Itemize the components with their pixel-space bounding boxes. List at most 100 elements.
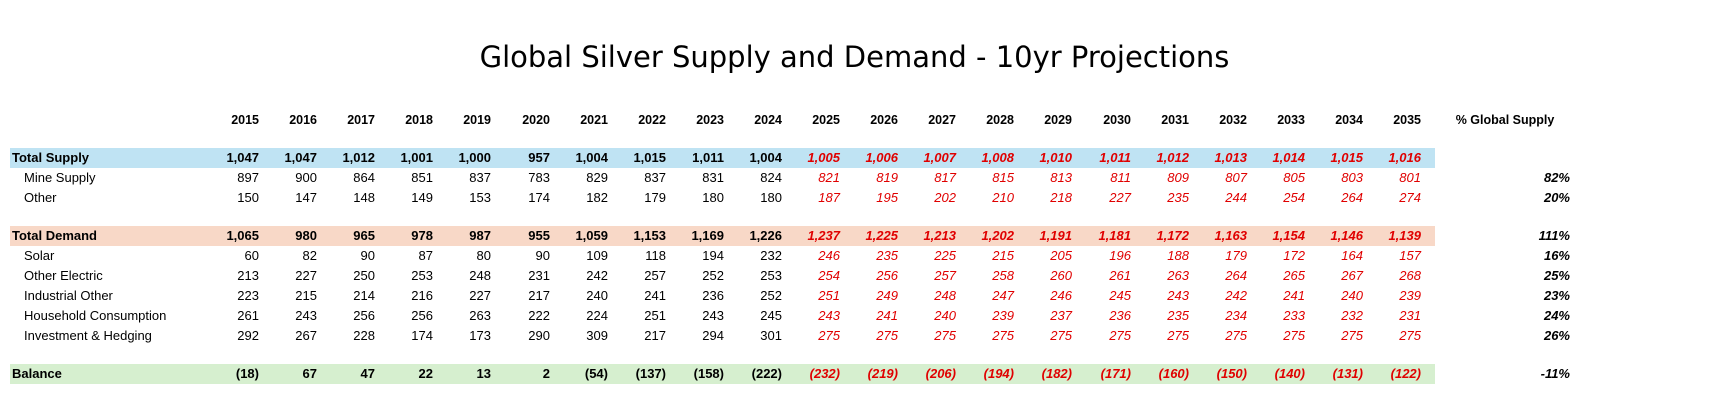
projected-value-cell: 227 [1109, 190, 1131, 205]
projected-value-cell: (160) [1158, 366, 1189, 381]
value-cell: 290 [528, 328, 550, 343]
projected-value-cell: (150) [1216, 366, 1247, 381]
projected-value-cell: 239 [992, 308, 1014, 323]
value-cell: 257 [644, 268, 666, 283]
value-cell: 227 [295, 268, 317, 283]
other-supply-row: Other 150 147 148 149 153 174 182 179 180 180 187 19… [10, 188, 1700, 208]
value-cell: 1,004 [749, 150, 782, 165]
year-header: 2028 [986, 113, 1014, 127]
year-header: 2020 [522, 113, 550, 127]
value-cell: 224 [586, 308, 608, 323]
value-cell: 174 [411, 328, 433, 343]
projected-value-cell: 249 [876, 288, 898, 303]
value-cell: 1,001 [400, 150, 433, 165]
value-cell: 252 [702, 268, 724, 283]
projected-value-cell: 188 [1167, 248, 1189, 263]
projected-value-cell: 247 [992, 288, 1014, 303]
projected-value-cell: 819 [876, 170, 898, 185]
value-cell: 263 [469, 308, 491, 323]
household-consumption-row: Household Consumption 261 243 256 256 263 222 2… [10, 306, 1700, 326]
value-cell: 1,153 [633, 228, 666, 243]
projected-value-cell: 240 [1341, 288, 1363, 303]
year-header: 2019 [463, 113, 491, 127]
projected-value-cell: 275 [992, 328, 1014, 343]
projected-value-cell: 815 [992, 170, 1014, 185]
value-cell: 87 [418, 248, 433, 263]
projected-value-cell: 1,007 [923, 150, 956, 165]
projected-value-cell: 240 [934, 308, 956, 323]
value-cell: 1,059 [575, 228, 608, 243]
projected-value-cell: 811 [1110, 170, 1131, 185]
pct-global-supply-cell: 20% [1543, 190, 1570, 205]
value-cell: 67 [302, 366, 317, 381]
projected-value-cell: 242 [1225, 288, 1247, 303]
value-cell: 897 [237, 170, 259, 185]
value-cell: 837 [469, 170, 491, 185]
value-cell: 965 [353, 228, 375, 243]
value-cell: 180 [702, 190, 724, 205]
projected-value-cell: 195 [876, 190, 898, 205]
value-cell: 180 [760, 190, 782, 205]
projected-value-cell: 244 [1225, 190, 1247, 205]
value-cell: 150 [237, 190, 259, 205]
value-cell: 987 [469, 228, 491, 243]
projected-value-cell: 1,012 [1156, 150, 1189, 165]
year-header: 2033 [1277, 113, 1305, 127]
year-header: 2032 [1219, 113, 1247, 127]
projected-value-cell: 1,191 [1039, 228, 1072, 243]
value-cell: 1,015 [633, 150, 666, 165]
projected-value-cell: 805 [1283, 170, 1305, 185]
projected-value-cell: 257 [934, 268, 956, 283]
projected-value-cell: 275 [1109, 328, 1131, 343]
value-cell: 47 [360, 366, 375, 381]
projected-value-cell: 218 [1050, 190, 1072, 205]
value-cell: 13 [476, 366, 491, 381]
year-header: 2017 [347, 113, 375, 127]
projected-value-cell: 275 [1225, 328, 1247, 343]
projected-value-cell: 1,146 [1330, 228, 1363, 243]
value-cell: 82 [302, 248, 317, 263]
projected-value-cell: 248 [934, 288, 956, 303]
value-cell: 240 [586, 288, 608, 303]
projected-value-cell: 1,213 [923, 228, 956, 243]
value-cell: 60 [244, 248, 259, 263]
projected-value-cell: 1,154 [1272, 228, 1305, 243]
projected-value-cell: (232) [809, 366, 840, 381]
value-cell: 217 [644, 328, 666, 343]
projected-value-cell: 157 [1399, 248, 1421, 263]
value-cell: 1,000 [458, 150, 491, 165]
value-cell: 957 [528, 150, 550, 165]
row-label: Other Electric [24, 268, 103, 283]
value-cell: 251 [644, 308, 666, 323]
projected-value-cell: 275 [1399, 328, 1421, 343]
projected-value-cell: 821 [818, 170, 840, 185]
year-header: 2021 [580, 113, 608, 127]
header-row: 2015 2016 2017 2018 2019 2020 2021 2022 2023 2024… [10, 110, 1700, 130]
projected-value-cell: (206) [925, 366, 956, 381]
year-header: 2023 [696, 113, 724, 127]
projected-value-cell: 239 [1399, 288, 1421, 303]
projected-value-cell: 801 [1399, 170, 1421, 185]
value-cell: 242 [586, 268, 608, 283]
row-label: Total Supply [12, 150, 90, 165]
projected-value-cell: 264 [1341, 190, 1363, 205]
value-cell: 2 [542, 366, 550, 381]
projected-value-cell: 809 [1167, 170, 1189, 185]
row-label: Household Consumption [24, 308, 167, 323]
value-cell: 223 [237, 288, 259, 303]
projected-value-cell: 258 [992, 268, 1014, 283]
value-cell: 241 [644, 288, 666, 303]
year-header: 2024 [754, 113, 782, 127]
value-cell: 256 [411, 308, 433, 323]
value-cell: 837 [644, 170, 666, 185]
value-cell: 22 [418, 366, 433, 381]
value-cell: 215 [295, 288, 317, 303]
projected-value-cell: 254 [818, 268, 840, 283]
value-cell: 824 [760, 170, 782, 185]
year-header: 2016 [289, 113, 317, 127]
year-header: 2025 [812, 113, 840, 127]
projected-value-cell: 1,172 [1156, 228, 1189, 243]
projected-value-cell: 1,139 [1388, 228, 1421, 243]
projected-value-cell: 196 [1109, 248, 1131, 263]
projected-value-cell: 267 [1341, 268, 1363, 283]
